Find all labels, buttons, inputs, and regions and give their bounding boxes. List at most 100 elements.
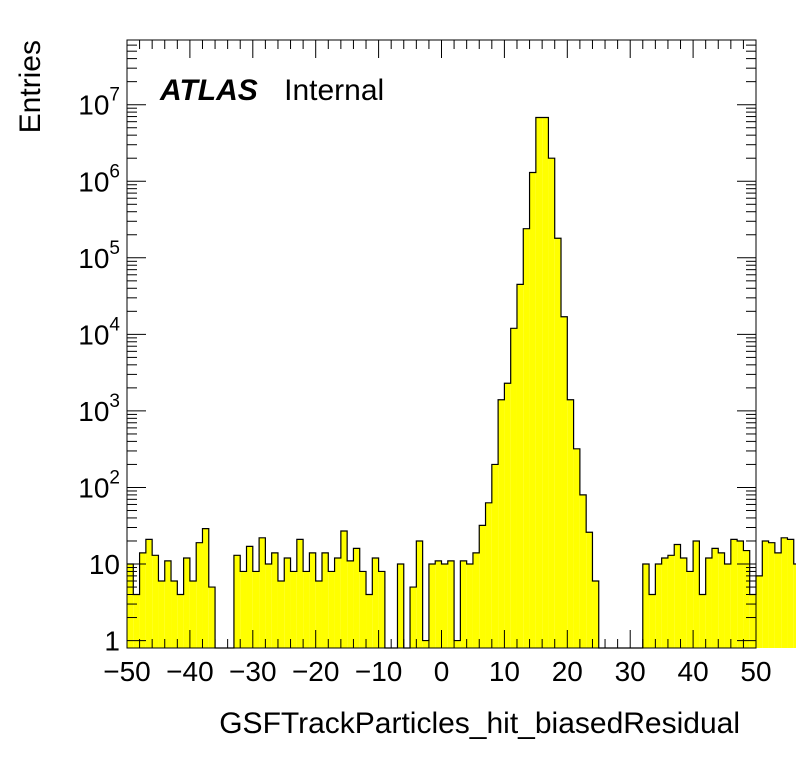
y-tick-exponent: 3 <box>109 391 120 412</box>
y-tick-label: 103 <box>78 391 120 427</box>
y-tick-base: 10 <box>78 396 109 427</box>
x-tick-label: −30 <box>229 656 277 687</box>
x-tick-label: −50 <box>103 656 151 687</box>
histogram-bin <box>655 564 662 648</box>
histogram-bin <box>183 557 190 648</box>
histogram-bin <box>680 557 687 648</box>
atlas-internal-label: Internal <box>284 74 384 107</box>
histogram-bin <box>145 539 153 648</box>
histogram-bin <box>743 550 750 648</box>
y-tick-label: 10 <box>89 549 120 580</box>
y-tick-base: 10 <box>89 549 120 580</box>
histogram-bin <box>762 540 769 648</box>
histogram-bin <box>259 537 266 648</box>
histogram-bin <box>756 575 763 648</box>
histogram-bin <box>315 581 322 648</box>
histogram-bin <box>410 587 417 648</box>
y-tick-label: 1 <box>104 626 120 657</box>
y-tick-base: 10 <box>78 243 109 274</box>
histogram-bin <box>542 117 549 649</box>
histogram-bin <box>649 594 656 648</box>
x-tick-label: 10 <box>489 656 520 687</box>
histogram-bin <box>353 548 360 648</box>
y-tick-label: 106 <box>78 161 120 197</box>
histogram-bin <box>158 581 165 648</box>
histogram-bin <box>787 539 794 648</box>
histogram-bin <box>737 540 744 648</box>
histogram-bin <box>378 571 385 648</box>
x-tick-label: −20 <box>292 656 340 687</box>
histogram-bin <box>749 594 756 648</box>
histogram-bin <box>152 555 159 648</box>
histogram-bin <box>296 539 304 648</box>
histogram-bin <box>768 542 775 648</box>
histogram-bin <box>485 502 492 648</box>
histogram-bin <box>372 557 379 648</box>
histogram-bin <box>202 528 209 648</box>
histogram-bin <box>133 594 140 648</box>
x-tick-label: −40 <box>166 656 214 687</box>
histogram-bin <box>793 564 796 648</box>
x-tick-label: 50 <box>740 656 771 687</box>
histogram-bin <box>441 564 448 648</box>
x-tick-label: 0 <box>434 656 450 687</box>
histogram-bin <box>693 540 700 648</box>
y-tick-exponent: 5 <box>109 238 120 259</box>
histogram-bin <box>642 564 650 648</box>
x-tick-labels: −50 −40 −30 −20 −10 0 10 20 30 40 50 <box>103 656 771 687</box>
histogram-bin <box>397 564 404 648</box>
histogram-bin <box>271 552 278 648</box>
histogram-bin <box>246 546 253 648</box>
histogram-bin <box>189 581 197 648</box>
histogram-bin <box>454 640 461 648</box>
x-tick-label: 30 <box>615 656 646 687</box>
x-tick-label: −10 <box>355 656 403 687</box>
histogram-bin <box>535 117 543 649</box>
x-tick-label: 20 <box>552 656 583 687</box>
x-tick-label: 40 <box>678 656 709 687</box>
atlas-bold-label: ATLAS <box>159 74 258 107</box>
histogram-bin <box>781 537 788 648</box>
histogram-bin <box>504 383 511 648</box>
histogram-bin <box>171 581 178 648</box>
y-tick-label: 105 <box>78 238 120 274</box>
histogram-bin <box>479 525 486 648</box>
y-tick-base: 10 <box>78 472 109 503</box>
histogram-bin <box>516 284 524 648</box>
histogram-bin <box>428 564 436 648</box>
atlas-label: ATLAS Internal <box>159 74 384 107</box>
histogram-bin <box>586 532 593 648</box>
histogram-bin <box>416 540 423 648</box>
histogram-bin <box>328 571 335 648</box>
histogram-bin <box>674 544 681 648</box>
y-tick-label: 104 <box>78 314 120 350</box>
histogram-bin <box>554 238 562 648</box>
y-axis-label: Entries <box>14 40 47 133</box>
histogram-bin <box>284 557 291 648</box>
y-tick-label: 102 <box>78 467 120 503</box>
histogram-bin <box>529 172 536 649</box>
histogram-bin <box>561 316 568 648</box>
histogram-bin <box>491 464 499 648</box>
histogram-bin <box>265 564 272 648</box>
histogram-bin <box>127 564 134 648</box>
y-tick-exponent: 6 <box>109 161 120 182</box>
histogram-bin <box>498 399 505 648</box>
histogram-bin <box>366 594 373 648</box>
y-tick-exponent: 2 <box>109 467 120 488</box>
y-tick-base: 1 <box>104 626 120 657</box>
axis-ticks <box>126 39 757 648</box>
histogram-bin <box>579 494 587 648</box>
histogram-bin <box>422 640 429 648</box>
histogram-bin <box>177 594 184 648</box>
histogram-bin <box>321 552 329 648</box>
histogram-bin <box>309 552 316 648</box>
histogram-bin <box>472 552 480 648</box>
histogram-bin <box>447 560 455 648</box>
y-tick-label: 107 <box>78 85 120 121</box>
x-axis-label: GSFTrackParticles_hit_biasedResidual <box>219 707 740 740</box>
histogram-bin <box>705 557 712 648</box>
histogram-outline <box>127 116 796 649</box>
histogram-bin <box>730 539 738 648</box>
